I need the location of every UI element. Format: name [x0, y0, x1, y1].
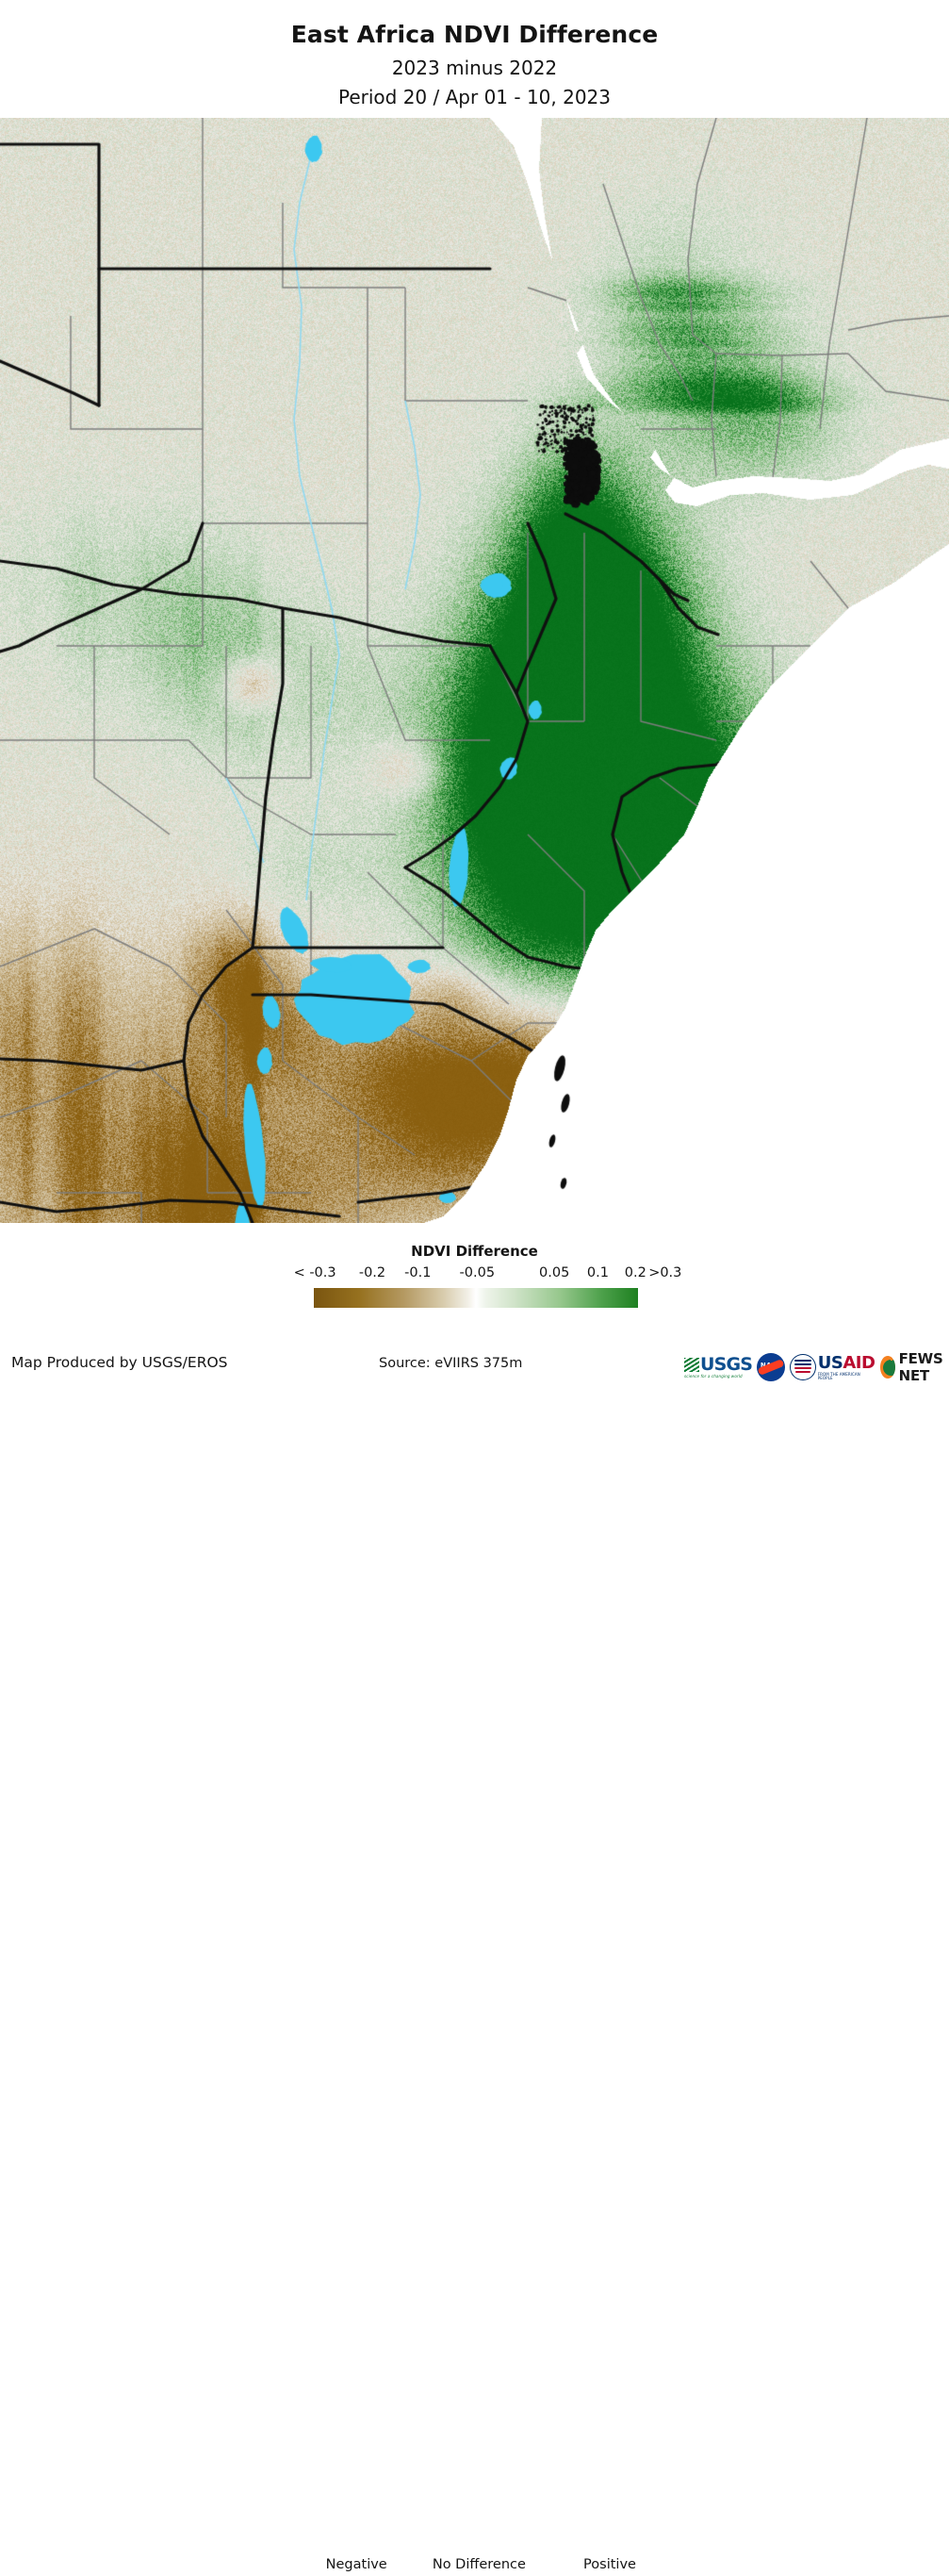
footer-source: Source: eVIIRS 375m	[379, 1356, 523, 1371]
fewsnet-logo: FEWS NET	[879, 1350, 949, 1384]
legend-tick-2: -0.1	[404, 1265, 432, 1280]
footer: Map Produced by USGS/EROS Source: eVIIRS…	[0, 1346, 949, 1389]
usaid-logo: USAID FROM THE AMERICAN PEOPLE	[790, 1351, 875, 1383]
legend-tick-0: < -0.3	[293, 1265, 336, 1280]
usaid-wordmark: USAID	[817, 1352, 875, 1373]
usgs-wordmark: USGS	[700, 1353, 753, 1375]
legend-tick-7: >0.3	[648, 1265, 682, 1280]
ndvi-difference-map[interactable]	[0, 118, 949, 1223]
footer-credit: Map Produced by USGS/EROS	[11, 1354, 228, 1371]
usaid-seal-icon	[790, 1354, 816, 1380]
legend-caption-2: Positive	[583, 2557, 636, 2572]
usgs-tagline: science for a changing world	[684, 1373, 743, 1379]
subtitle-period: Period 20 / Apr 01 - 10, 2023	[337, 86, 612, 108]
usgs-logo: USGS science for a changing world	[684, 1351, 753, 1383]
usaid-tagline: FROM THE AMERICAN PEOPLE	[817, 1371, 860, 1380]
legend-tick-3: -0.05	[459, 1265, 496, 1280]
subtitle-comparison: 2023 minus 2022	[391, 57, 558, 79]
fewsnet-wordmark: FEWS NET	[898, 1350, 943, 1384]
nasa-logo: NASA	[757, 1351, 786, 1383]
legend-color-ramp	[314, 1288, 638, 1308]
legend-tick-6: 0.2	[624, 1265, 646, 1280]
logo-strip: USGS science for a changing world NASA U…	[684, 1350, 949, 1384]
fewsnet-globe-icon	[879, 1356, 895, 1379]
legend-tick-5: 0.1	[586, 1265, 609, 1280]
title-block: East Africa NDVI Difference 2023 minus 2…	[0, 0, 949, 118]
map-panel[interactable]	[0, 118, 949, 1223]
legend-tick-4: 0.05	[539, 1265, 570, 1280]
legend-tick-1: -0.2	[358, 1265, 386, 1280]
legend-caption-0: Negative	[325, 2557, 387, 2572]
legend-caption-1: No Difference	[432, 2557, 526, 2572]
legend-title: NDVI Difference	[411, 1243, 538, 1260]
nasa-meatball-icon: NASA	[757, 1353, 786, 1381]
legend-tick-labels: < -0.3 -0.2 -0.1 -0.05 0.05 0.1 0.2 >0.3	[273, 1265, 682, 1282]
usgs-wave-icon	[684, 1357, 699, 1372]
page-title: East Africa NDVI Difference	[290, 21, 659, 48]
legend-captions: Negative No Difference Positive	[273, 2557, 669, 2576]
